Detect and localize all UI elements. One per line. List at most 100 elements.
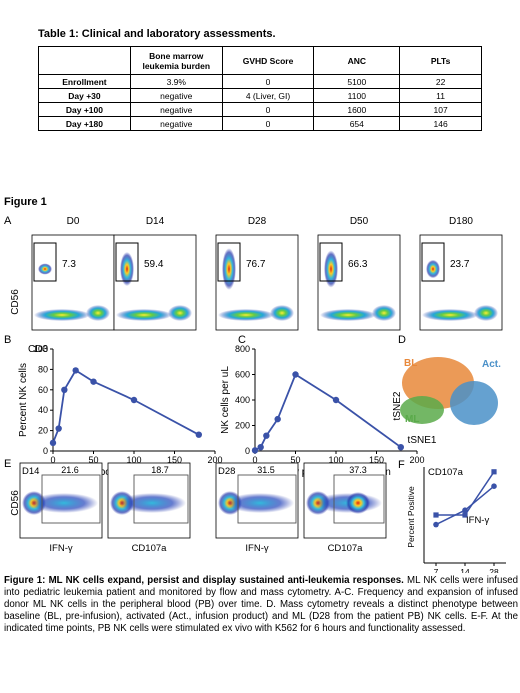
cd3-positive-population (86, 305, 110, 321)
cd3-negative-population (320, 309, 376, 321)
row-header: Day +100 (38, 102, 131, 117)
flow-plot-d180: D180 23.7 (419, 216, 503, 331)
data-point (491, 469, 497, 475)
y-tick-label: 0 (245, 446, 250, 456)
table-cell: 11 (399, 88, 482, 103)
gate-value: 7.3 (62, 259, 76, 270)
x-tick-label: 200 (207, 455, 222, 465)
x-tick-label: 150 (167, 455, 182, 465)
tsne-axis-y: tSNE2 (392, 391, 403, 420)
y-tick-label: 800 (235, 344, 250, 354)
y-axis-label: Percent Positive (406, 486, 416, 548)
data-point (257, 443, 264, 451)
clinical-table: Bone marrow leukemia burden GVHD Score ANC… (38, 46, 482, 131)
nk-population (38, 263, 52, 275)
table-body: Enrollment 3.9% 0 5100 22 Day +30 negative 4 (L… (38, 74, 482, 131)
data-point (292, 371, 299, 378)
caption-title: Figure 1: ML NK cells expand, persist an… (4, 575, 404, 586)
x-tick-label: 200 (409, 455, 424, 465)
figure-1: ACD56CD3D07.3D1459.4D2876.7D5066.3D18023… (4, 215, 506, 573)
nk-gate (33, 242, 57, 282)
row-header: Day +180 (38, 116, 131, 131)
gate-value: 59.4 (144, 259, 164, 270)
cd3-negative-population (34, 309, 90, 321)
data-point (263, 432, 270, 439)
table-cell: 1100 (313, 88, 401, 103)
flow-plot-d50: D50 66.3 (317, 216, 401, 331)
x-tick-label: 150 (369, 455, 384, 465)
data-point (49, 439, 57, 447)
gate-value: 21.6 (61, 465, 79, 475)
timepoint-label: D180 (449, 216, 473, 227)
y-tick-label: 400 (235, 395, 250, 405)
panel-e: E CD56 21.6 IFN-γ 18.7 CD107a 31.5 IFN-γ 37.3 CD1… (4, 458, 387, 554)
y-tick-label: 80 (38, 364, 48, 374)
data-point (90, 378, 97, 385)
marker-smear (226, 493, 294, 513)
table-cell: negative (129, 88, 223, 103)
data-point (251, 447, 259, 454)
data-point (433, 521, 439, 528)
gate-value: 31.5 (257, 465, 275, 475)
data-point (433, 512, 439, 518)
y-tick-label: 100 (33, 344, 48, 354)
panel-letter-a: A (4, 215, 12, 227)
axis-label-cd3: CD3 (28, 344, 48, 355)
y-tick-label: 20 (38, 426, 48, 436)
y-tick-label: 200 (235, 421, 250, 431)
x-axis-label: CD107a (132, 543, 168, 554)
function-gate (333, 474, 385, 524)
x-tick-label: 7 (434, 567, 439, 573)
tsne-cluster-ml (400, 396, 444, 424)
data-point (491, 483, 497, 490)
table-cell: 146 (399, 116, 482, 131)
data-point (462, 512, 468, 518)
caption-body: ML NK cells were infused into pediatric … (4, 575, 518, 634)
x-tick-label: 50 (88, 455, 98, 465)
table-header: Bone marrow leukemia burden GVHD Score ANC… (38, 46, 482, 75)
figure-heading: Figure 1 (4, 196, 47, 208)
group-label-d14: D14 (22, 466, 39, 477)
gate-value: 66.3 (348, 259, 368, 270)
data-point (55, 425, 62, 432)
x-tick-label: 100 (126, 455, 141, 465)
column-header: GVHD Score (221, 46, 315, 75)
table-cell: 3.9% (129, 74, 223, 89)
tsne-label-ml: ML (405, 414, 419, 425)
nk-population (324, 250, 338, 288)
data-point (274, 415, 281, 423)
timepoint-label: D28 (248, 216, 267, 227)
gate-value: 23.7 (450, 259, 470, 270)
panel-letter-f: F (398, 459, 405, 471)
x-tick-label: 0 (252, 455, 257, 465)
panel-a: A CD56 CD3 D0 7.3 D14 59.4 D28 76.7 D50 66.3 D180 23… (4, 215, 503, 355)
table-cell: 1600 (313, 102, 401, 117)
series-line (254, 373, 402, 452)
gate-value: 18.7 (151, 465, 169, 475)
cd3-negative-population (218, 309, 274, 321)
data-point (72, 367, 79, 374)
function-plot-3: 31.5 IFN-γ (215, 462, 299, 554)
series-line (52, 369, 200, 444)
x-tick-label: 0 (50, 455, 55, 465)
tsne-axis-x: tSNE1 (408, 435, 437, 446)
marker-smear (30, 493, 98, 513)
nk-gate (115, 242, 139, 282)
table-cell: 5100 (313, 74, 401, 89)
series-label-ifn: IFN-γ (466, 515, 489, 526)
data-point (130, 396, 138, 404)
panel-letter-b: B (4, 334, 11, 346)
gate-value: 37.3 (349, 465, 367, 475)
cd3-positive-population (372, 305, 396, 321)
timepoint-label: D50 (350, 216, 369, 227)
table-cell: 22 (399, 74, 482, 89)
function-gate (41, 474, 101, 524)
function-plot-2: 18.7 CD107a (107, 462, 191, 554)
y-tick-label: 600 (235, 370, 250, 380)
nk-gate (421, 242, 445, 282)
table-cell: 0 (221, 74, 315, 89)
flow-plot-d14: D14 59.4 (113, 216, 197, 331)
nk-population (120, 251, 134, 287)
x-axis-label: IFN-γ (245, 543, 268, 554)
